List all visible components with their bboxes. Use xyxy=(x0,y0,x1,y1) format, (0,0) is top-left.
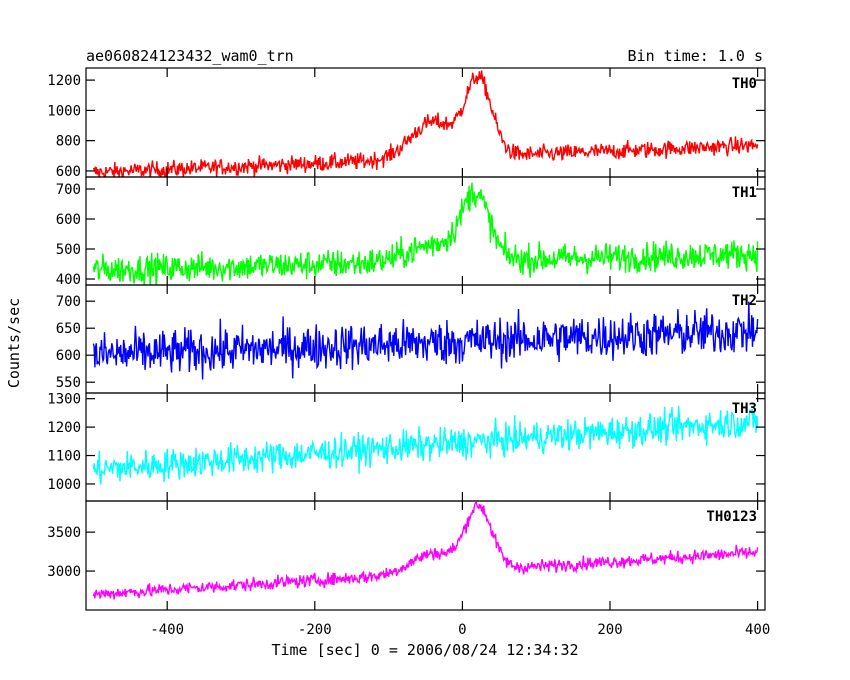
y-tick-label: 1000 xyxy=(47,103,81,119)
y-tick-label: 600 xyxy=(56,164,81,180)
x-tick-label: 0 xyxy=(458,622,466,638)
x-tick-label: 200 xyxy=(597,622,622,638)
panel-th0123: 3000 3500 TH0123 xyxy=(47,500,766,611)
y-tick-label: 650 xyxy=(56,321,81,337)
y-tick-label: 500 xyxy=(56,242,81,258)
series-line-th0 xyxy=(92,70,759,177)
panel-label: TH0123 xyxy=(706,509,757,525)
panel-label: TH2 xyxy=(732,293,757,309)
chart-title-right: Bin time: 1.0 s xyxy=(628,47,763,65)
panels-group: 600 800 1000 1200 TH0 400 500 600 700 TH1 550 600 65… xyxy=(47,67,766,611)
series-line-th0123 xyxy=(92,501,759,600)
y-tick-label: 1200 xyxy=(47,420,81,436)
x-axis-label: Time [sec] 0 = 2006/08/24 12:34:32 xyxy=(271,641,578,659)
panel-label: TH0 xyxy=(732,76,757,92)
chart-title-left: ae060824123432_wam0_trn xyxy=(86,47,294,65)
y-tick-label: 700 xyxy=(56,294,81,310)
panel-frame xyxy=(85,500,766,611)
y-tick-label: 600 xyxy=(56,348,81,364)
panel-label: TH1 xyxy=(732,185,757,201)
y-tick-label: 600 xyxy=(56,212,81,228)
y-tick-label: 400 xyxy=(56,272,81,288)
series-line-th3 xyxy=(92,405,759,485)
panel-th3: 1000 1100 1200 1300 TH3 xyxy=(47,392,766,502)
y-tick-label: 3500 xyxy=(47,525,81,541)
y-tick-label: 1100 xyxy=(47,449,81,465)
y-tick-label: 3000 xyxy=(47,564,81,580)
x-axis: -400 -200 0 200 400 xyxy=(150,622,770,638)
x-tick-label: -400 xyxy=(150,622,184,638)
y-tick-label: 1200 xyxy=(47,73,81,89)
panel-frame xyxy=(85,392,766,502)
panel-label: TH3 xyxy=(732,401,757,417)
x-tick-label: -200 xyxy=(298,622,332,638)
y-tick-label: 700 xyxy=(56,182,81,198)
y-tick-label: 800 xyxy=(56,134,81,150)
series-line-th2 xyxy=(92,301,759,380)
y-tick-label: 1000 xyxy=(47,477,81,493)
panel-th2: 550 600 650 700 TH2 xyxy=(56,284,766,394)
y-tick-label: 1300 xyxy=(47,392,81,408)
y-axis-label: Counts/sec xyxy=(5,298,23,388)
panel-th1: 400 500 600 700 TH1 xyxy=(56,176,766,288)
y-tick-label: 550 xyxy=(56,375,81,391)
x-tick-label: 400 xyxy=(745,622,770,638)
panel-th0: 600 800 1000 1200 TH0 xyxy=(47,67,766,180)
series-line-th1 xyxy=(92,182,759,285)
